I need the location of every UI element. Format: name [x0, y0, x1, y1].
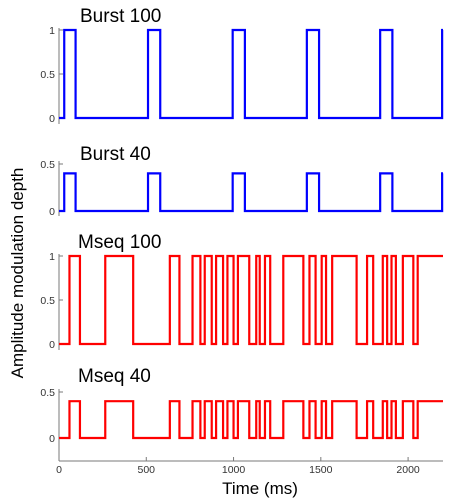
y-tick-label: 0 — [49, 206, 55, 218]
x-tick-label: 2000 — [396, 464, 420, 476]
y-tick-label: 0 — [49, 113, 55, 125]
series-line-burst-100 — [59, 28, 444, 120]
x-tick-label: 1000 — [222, 464, 246, 476]
y-tick-label: 0.5 — [40, 159, 55, 171]
x-tick-label: 1500 — [309, 464, 333, 476]
y-tick-label: 0.5 — [40, 295, 55, 307]
panel-title: Mseq 100 — [78, 232, 161, 253]
y-tick-label: 0.5 — [40, 69, 55, 81]
series-line-mseq-40 — [59, 400, 443, 440]
panel-title: Mseq 40 — [78, 366, 151, 387]
y-axis-label: Amplitude modulation depth — [8, 168, 27, 379]
y-tick-label: 0.5 — [40, 387, 55, 399]
panel-2: Burst 40 0 0.5 — [40, 144, 444, 218]
y-tick-label: 0 — [49, 339, 55, 351]
x-axis-label: Time (ms) — [222, 479, 298, 498]
y-tick-label: 1 — [49, 251, 55, 263]
series-line-burst-40 — [59, 172, 444, 213]
panel-title: Burst 100 — [80, 6, 161, 27]
panel-title: Burst 40 — [80, 144, 151, 165]
y-tick-label: 0 — [49, 433, 55, 445]
panel-1: Burst 100 0 0.5 1 — [40, 6, 444, 125]
panel-4: Mseq 40 0 0.5 — [40, 366, 443, 445]
x-tick-label: 0 — [56, 464, 62, 476]
panel-3: Mseq 100 0 0.5 1 — [40, 232, 443, 351]
x-axis: 0 500 1000 1500 2000 — [56, 443, 443, 476]
y-tick-label: 1 — [49, 25, 55, 37]
x-tick-label: 500 — [138, 464, 156, 476]
series-line-mseq-100 — [59, 254, 443, 346]
